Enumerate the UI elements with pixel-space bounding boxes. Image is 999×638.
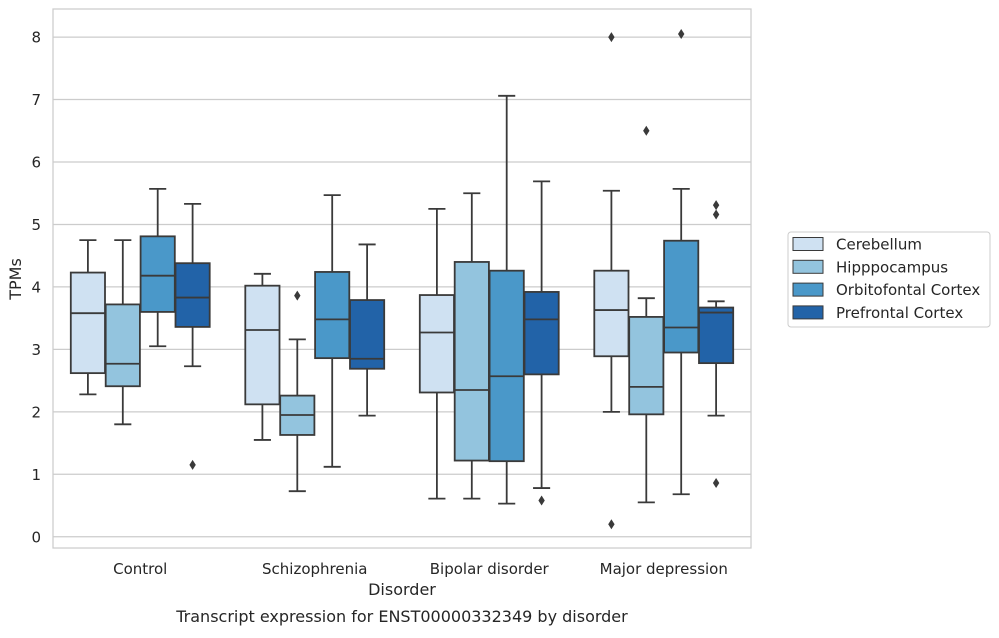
box: [174, 202, 211, 470]
x-tick-label: Schizophrenia: [262, 560, 367, 578]
box-body: [453, 261, 490, 462]
box-body: [698, 306, 735, 365]
box: [488, 94, 525, 505]
x-tick-label: Control: [113, 560, 167, 578]
outlier-point: [538, 495, 545, 506]
box-body: [488, 269, 525, 463]
box: [418, 207, 455, 500]
chart-caption: Transcript expression for ENST0000033234…: [175, 607, 628, 626]
legend-label: Orbitofontal Cortex: [836, 281, 980, 299]
box-body: [628, 316, 665, 416]
plot-frame: [52, 8, 752, 549]
box: [279, 290, 316, 493]
box: [663, 28, 700, 496]
box-body: [523, 291, 560, 376]
outlier-point: [294, 290, 301, 301]
x-tick-label: Bipolar disorder: [430, 560, 550, 578]
outlier-point: [678, 28, 685, 39]
y-tick-label: 5: [31, 216, 41, 234]
legend-swatch: [792, 305, 824, 320]
grid-layer: [53, 36, 751, 538]
outlier-point: [189, 459, 196, 470]
box-body: [418, 294, 455, 394]
legend-swatch: [792, 237, 824, 251]
legend-items: Cerebellum Hipppocampus Orbitofontal Corte…: [792, 236, 980, 322]
box-body: [174, 262, 211, 328]
outlier-point: [608, 32, 615, 43]
box: [593, 32, 630, 530]
box: [69, 239, 106, 396]
outlier-point: [608, 519, 615, 530]
outlier-point: [712, 478, 720, 489]
y-tick-label: 7: [31, 91, 41, 109]
box: [314, 194, 351, 468]
y-tick-label: 6: [31, 154, 41, 172]
legend-swatch: [792, 282, 824, 297]
box-body: [69, 271, 106, 375]
y-tick-labels: 0 1 2 3 4 5 6 7 8: [31, 29, 41, 547]
outlier-point: [643, 125, 650, 136]
box-body: [139, 235, 176, 313]
legend-label: Hipppocampus: [836, 258, 948, 276]
x-tick-labels: Control Schizophrenia Bipolar disorder Majo…: [113, 560, 728, 578]
legend-swatch: [792, 259, 824, 274]
legend: Cerebellum Hipppocampus Orbitofontal Corte…: [787, 231, 991, 328]
box-body: [104, 303, 141, 388]
box-body: [349, 299, 386, 370]
box: [244, 272, 281, 441]
y-tick-label: 4: [31, 278, 41, 296]
box: [628, 125, 665, 504]
y-tick-label: 1: [31, 466, 41, 484]
y-tick-label: 3: [31, 341, 41, 359]
box-body: [593, 269, 630, 358]
x-axis-label: Disorder: [368, 580, 436, 599]
box-body: [314, 271, 351, 360]
box: [349, 243, 386, 417]
box-body: [244, 284, 281, 406]
y-tick-label: 8: [31, 29, 41, 47]
y-axis-label: TPMs: [6, 258, 25, 301]
legend-frame: [787, 231, 991, 328]
legend-label: Cerebellum: [836, 236, 922, 254]
box: [698, 200, 735, 489]
outlier-point: [712, 200, 720, 211]
box-layer: [69, 28, 735, 530]
legend-label: Prefrontal Cortex: [836, 304, 963, 322]
y-tick-label: 2: [31, 403, 41, 421]
box-body: [663, 239, 700, 354]
outlier-point: [712, 209, 720, 220]
x-tick-label: Major depression: [600, 560, 728, 578]
y-tick-label: 0: [31, 528, 41, 546]
box: [523, 180, 560, 506]
box: [104, 239, 141, 426]
